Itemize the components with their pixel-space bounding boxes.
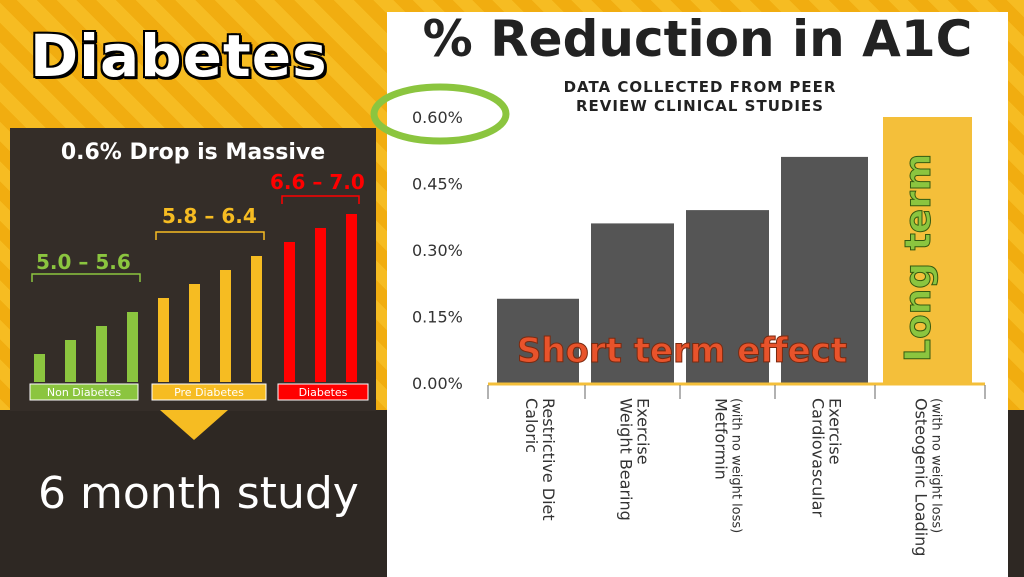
y-tick-label: 0.45% xyxy=(412,175,463,194)
chart-bar xyxy=(686,210,769,383)
chart-bar xyxy=(883,117,972,383)
short-term-annotation: Short term effect xyxy=(517,331,847,371)
group-label-box xyxy=(277,383,369,401)
page-title: Diabetes xyxy=(30,22,328,90)
left-bar xyxy=(284,242,295,382)
drop-title: 0.6% Drop is Massive xyxy=(60,140,326,165)
left-bar xyxy=(158,298,169,382)
left-bar xyxy=(315,228,326,382)
chart-bar xyxy=(781,156,868,383)
group-label-box xyxy=(151,383,267,401)
highlight-ellipse xyxy=(370,83,510,145)
category-label: (with no weight loss) xyxy=(929,398,944,533)
range-label-diabetes: 6.6 – 7.0 xyxy=(270,170,365,194)
category-label: Osteogenic Loading xyxy=(912,398,931,556)
y-tick-label: 0.60% xyxy=(412,108,463,127)
long-term-annotation: Long term xyxy=(898,154,939,363)
category-label: Weight Bearing xyxy=(617,398,636,521)
range-bracket xyxy=(281,195,360,204)
category-label: Metformin xyxy=(712,398,731,480)
group-label: Non Diabetes xyxy=(47,386,122,399)
left-bar xyxy=(251,256,262,382)
y-tick-label: 0.15% xyxy=(412,308,463,327)
category-label: Caloric xyxy=(522,398,541,453)
category-label: (with no weight loss) xyxy=(729,398,744,533)
left-bar xyxy=(346,214,357,382)
down-arrow-icon xyxy=(160,410,228,440)
left-bar xyxy=(127,312,138,382)
group-label: Diabetes xyxy=(299,386,348,399)
range-label-non-diabetes: 5.0 – 5.6 xyxy=(36,250,131,274)
study-duration: 6 month study xyxy=(38,468,359,519)
dark-right-strip xyxy=(1008,410,1024,577)
chart-subtitle: DATA COLLECTED FROM PEER REVIEW CLINICAL… xyxy=(563,78,837,115)
left-bar xyxy=(96,326,107,382)
left-bar xyxy=(65,340,76,382)
category-label: Restrictive Diet xyxy=(539,398,558,521)
left-bar xyxy=(220,270,231,382)
left-bar xyxy=(189,284,200,382)
chart-bar xyxy=(591,223,674,383)
category-label: Exercise xyxy=(634,398,653,465)
y-tick-label: 0.30% xyxy=(412,241,463,260)
group-label-box xyxy=(29,383,139,401)
range-label-pre-diabetes: 5.8 – 6.4 xyxy=(162,204,257,228)
category-label: Exercise xyxy=(826,398,845,465)
y-tick-label: 0.00% xyxy=(412,374,463,393)
category-label: Cardiovascular xyxy=(809,398,828,517)
range-bracket xyxy=(155,231,265,240)
left-bar xyxy=(34,354,45,382)
chart-bar xyxy=(497,298,579,383)
group-label: Pre Diabetes xyxy=(174,386,244,399)
chart-title: % Reduction in A1C xyxy=(422,10,973,68)
range-bracket xyxy=(31,273,141,282)
